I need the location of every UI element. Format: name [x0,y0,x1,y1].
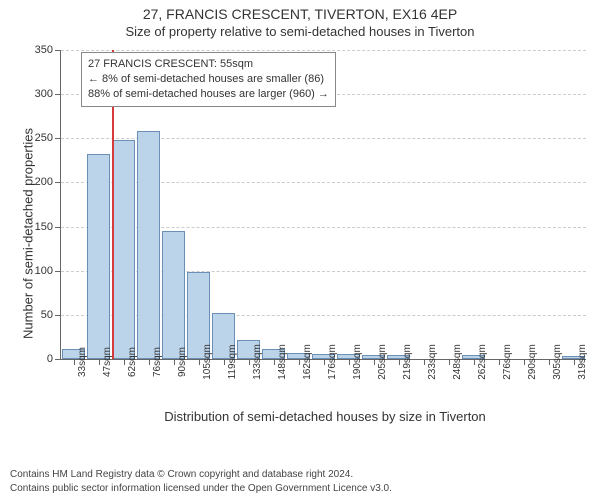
x-tick [349,359,350,365]
footer-line-1: Contains HM Land Registry data © Crown c… [10,469,353,480]
x-tick-label: 162sqm [302,344,313,380]
x-tick [74,359,75,365]
histogram-bar [87,154,110,359]
x-tick [199,359,200,365]
x-tick [249,359,250,365]
x-tick-label: 176sqm [327,344,338,380]
x-tick-label: 90sqm [177,347,188,377]
x-tick-label: 205sqm [377,344,388,380]
x-tick [274,359,275,365]
x-tick [374,359,375,365]
x-tick-label: 262sqm [477,344,488,380]
x-tick-label: 148sqm [277,344,288,380]
x-tick-label: 319sqm [577,344,588,380]
y-tick-label: 100 [35,265,53,277]
legend-box: 27 FRANCIS CRESCENT: 55sqm ← 8% of semi-… [81,52,336,107]
x-tick [524,359,525,365]
y-tick [55,359,61,360]
x-tick [324,359,325,365]
x-tick [449,359,450,365]
y-tick [55,271,61,272]
plot-area: 27 FRANCIS CRESCENT: 55sqm ← 8% of semi-… [60,50,586,360]
x-tick-label: 119sqm [227,345,238,380]
y-tick-label: 200 [35,176,53,188]
x-tick-label: 133sqm [252,344,263,380]
y-tick-label: 350 [35,44,53,56]
chart-container: 27, FRANCIS CRESCENT, TIVERTON, EX16 4EP… [0,0,600,500]
x-tick [574,359,575,365]
y-tick-label: 250 [35,132,53,144]
y-tick [55,50,61,51]
x-tick [299,359,300,365]
x-tick [549,359,550,365]
x-tick [149,359,150,365]
chart-area: Number of semi-detached properties 27 FR… [10,46,590,426]
x-tick-label: 105sqm [202,344,213,380]
x-axis-label: Distribution of semi-detached houses by … [60,409,590,424]
x-tick-label: 33sqm [77,347,88,377]
histogram-bar [162,231,185,359]
y-axis-label: Number of semi-detached properties [21,44,36,424]
x-tick-label: 305sqm [552,344,563,380]
histogram-bar [137,131,160,359]
legend-line-1: 27 FRANCIS CRESCENT: 55sqm [88,57,329,72]
x-tick [499,359,500,365]
x-tick-label: 47sqm [102,347,113,377]
x-tick-label: 233sqm [427,344,438,380]
x-tick [124,359,125,365]
x-tick [424,359,425,365]
x-tick [224,359,225,365]
x-tick [99,359,100,365]
y-tick [55,227,61,228]
x-tick-label: 219sqm [402,344,413,380]
x-tick-label: 62sqm [127,347,138,377]
chart-subtitle: Size of property relative to semi-detach… [0,24,600,39]
x-tick [399,359,400,365]
x-tick [474,359,475,365]
histogram-bar [112,140,135,359]
x-tick-label: 76sqm [152,347,163,377]
y-tick-label: 150 [35,221,53,233]
legend-line-3: 88% of semi-detached houses are larger (… [88,87,329,102]
x-tick [174,359,175,365]
y-tick [55,315,61,316]
x-tick-label: 190sqm [352,344,363,380]
x-tick-label: 276sqm [502,344,513,380]
y-tick-label: 50 [41,309,53,321]
legend-line-2: ← 8% of semi-detached houses are smaller… [88,72,329,87]
y-tick-label: 300 [35,88,53,100]
footer-line-2: Contains public sector information licen… [10,483,392,494]
y-tick [55,94,61,95]
y-tick [55,182,61,183]
y-tick [55,138,61,139]
x-tick-label: 248sqm [452,344,463,380]
y-tick-label: 0 [47,353,53,365]
chart-title: 27, FRANCIS CRESCENT, TIVERTON, EX16 4EP [0,6,600,22]
grid-line [61,50,586,51]
x-tick-label: 290sqm [527,344,538,380]
